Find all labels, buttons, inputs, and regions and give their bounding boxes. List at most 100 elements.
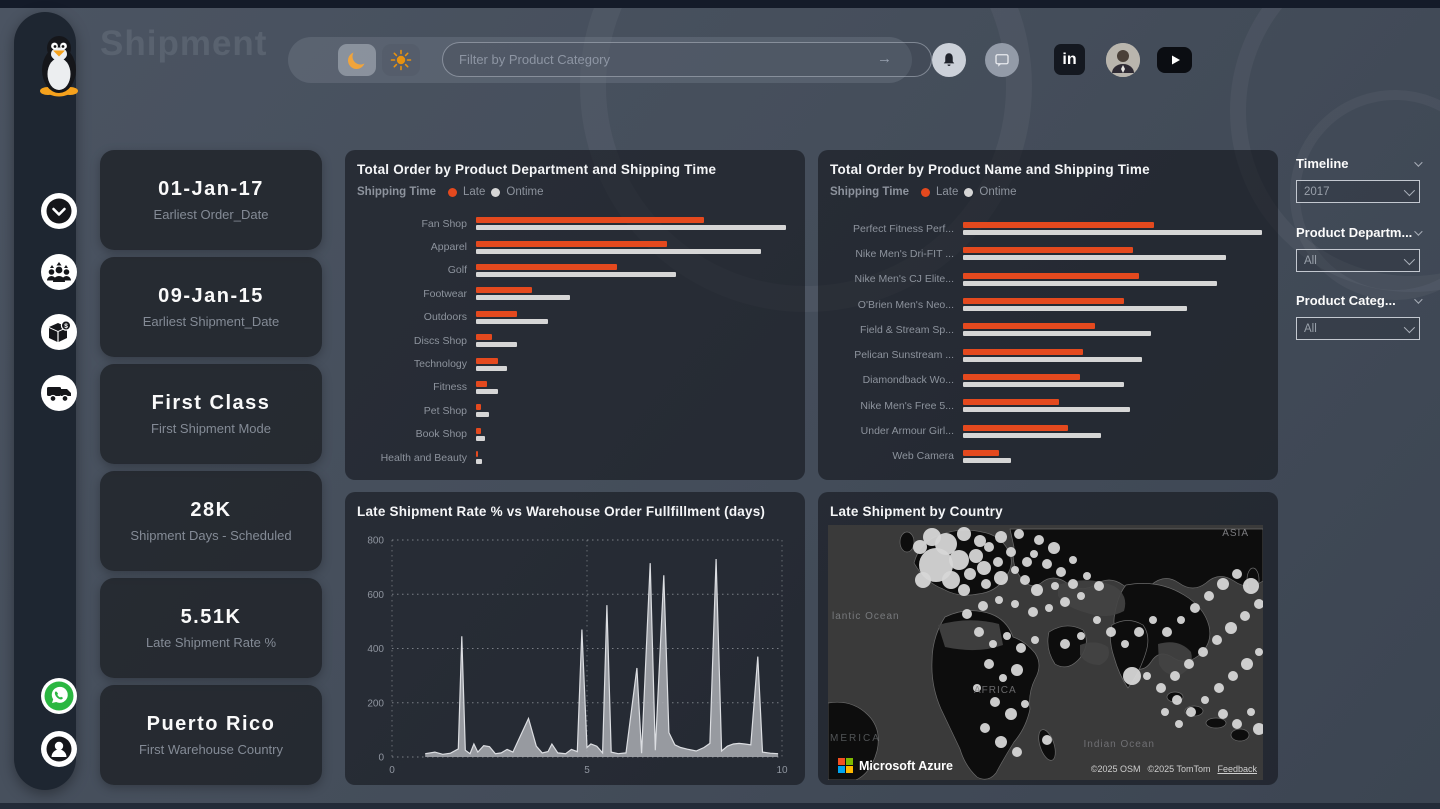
dark-mode-button[interactable] [338, 44, 376, 76]
late-bar[interactable] [476, 263, 617, 270]
late-bar[interactable] [963, 298, 1125, 305]
map-bubble[interactable] [1022, 557, 1032, 567]
world-map[interactable]: lantic Ocean ASIA AFRICA Indian Ocean ME… [828, 525, 1263, 780]
map-bubble[interactable] [1121, 640, 1129, 648]
map-bubble[interactable] [915, 572, 931, 588]
map-bubble[interactable] [1254, 599, 1263, 609]
ontime-bar[interactable] [963, 457, 1011, 463]
map-bubble[interactable] [1218, 709, 1228, 719]
ontime-bar[interactable] [963, 381, 1125, 387]
map-bubble[interactable] [1069, 556, 1077, 564]
map-bubble[interactable] [1093, 616, 1101, 624]
ontime-bar[interactable] [963, 230, 1262, 236]
map-bubble[interactable] [1011, 600, 1019, 608]
map-bubble[interactable] [1241, 658, 1253, 670]
map-bubble[interactable] [969, 549, 983, 563]
map-bubble[interactable] [995, 596, 1003, 604]
map-bubble[interactable] [984, 542, 994, 552]
map-bubble[interactable] [1028, 607, 1038, 617]
map-bubble[interactable] [962, 609, 972, 619]
map-bubble[interactable] [964, 568, 976, 580]
kpi-card-earliest-shipment-date[interactable]: 09-Jan-15 Earliest Shipment_Date [100, 257, 322, 357]
timeline-dropdown[interactable]: 2017 [1296, 180, 1420, 203]
map-bubble[interactable] [1240, 611, 1250, 621]
ontime-bar[interactable] [963, 306, 1188, 312]
map-bubble[interactable] [1186, 707, 1196, 717]
legend-item-ontime[interactable]: Ontime [979, 186, 1017, 198]
map-bubble[interactable] [1172, 695, 1182, 705]
map-bubble[interactable] [958, 584, 970, 596]
map-bubble[interactable] [1042, 559, 1052, 569]
ontime-bar[interactable] [476, 342, 517, 348]
kpi-card-first-shipment-mode[interactable]: First Class First Shipment Mode [100, 364, 322, 464]
map-bubble[interactable] [1077, 632, 1085, 640]
ontime-bar[interactable] [476, 365, 508, 371]
map-bubble[interactable] [1161, 708, 1169, 716]
ontime-bar[interactable] [963, 331, 1152, 337]
legend-item-ontime[interactable]: Ontime [506, 186, 544, 198]
ontime-bar[interactable] [476, 412, 489, 418]
map-bubble[interactable] [995, 531, 1007, 543]
youtube-button[interactable] [1157, 47, 1192, 73]
map-bubble[interactable] [1170, 671, 1180, 681]
ontime-bar[interactable] [963, 432, 1101, 438]
map-bubble[interactable] [978, 601, 988, 611]
map-bubble[interactable] [1068, 579, 1078, 589]
ontime-bar[interactable] [476, 388, 498, 394]
map-bubble[interactable] [1011, 566, 1019, 574]
late-bar[interactable] [476, 451, 479, 458]
map-bubble[interactable] [994, 571, 1008, 585]
late-bar[interactable] [476, 334, 492, 341]
azure-logo[interactable]: Microsoft Azure [838, 758, 953, 773]
search-input[interactable] [442, 42, 932, 77]
line-series[interactable] [425, 558, 779, 755]
map-bubble[interactable] [1034, 535, 1044, 545]
map-bubble[interactable] [949, 550, 969, 570]
ontime-bar[interactable] [476, 271, 677, 277]
products-button[interactable]: $ [41, 314, 77, 350]
map-bubble[interactable] [1048, 542, 1060, 554]
map-bubble[interactable] [1175, 720, 1183, 728]
map-bubble[interactable] [1190, 603, 1200, 613]
ontime-bar[interactable] [476, 248, 761, 254]
map-bubble[interactable] [1198, 647, 1208, 657]
late-bar[interactable] [963, 449, 999, 456]
map-bubble[interactable] [1014, 529, 1024, 539]
ontime-bar[interactable] [476, 225, 786, 231]
orders-chevron-button[interactable] [41, 193, 77, 229]
ontime-bar[interactable] [963, 255, 1227, 261]
map-bubble[interactable] [973, 684, 981, 692]
ontime-bar[interactable] [476, 295, 570, 301]
map-bubble[interactable] [1094, 581, 1104, 591]
map-bubble[interactable] [1031, 636, 1039, 644]
feedback-link[interactable]: Feedback [1217, 764, 1257, 774]
map-bubble[interactable] [974, 535, 986, 547]
notifications-button[interactable] [932, 43, 966, 77]
line-chart[interactable]: 0 200 400 600 800 0 5 10 [345, 525, 805, 783]
map-bubble[interactable] [1201, 696, 1209, 704]
map-bubble[interactable] [1042, 735, 1052, 745]
map-bubble[interactable] [1060, 597, 1070, 607]
ontime-bar[interactable] [963, 280, 1218, 286]
ontime-bar[interactable] [476, 459, 483, 465]
legend-item-late[interactable]: Late [463, 186, 486, 198]
map-bubble[interactable] [1255, 648, 1263, 656]
product-department-dropdown[interactable]: All [1296, 249, 1420, 272]
kpi-card-late-shipment-rate[interactable]: 5.51K Late Shipment Rate % [100, 578, 322, 678]
map-bubble[interactable] [1184, 659, 1194, 669]
map-bubble[interactable] [1217, 578, 1229, 590]
map-bubble[interactable] [1204, 591, 1214, 601]
map-bubble[interactable] [942, 571, 960, 589]
linkedin-button[interactable]: in [1054, 44, 1085, 75]
late-bar[interactable] [476, 217, 705, 224]
late-bar[interactable] [476, 380, 487, 387]
map-bubble[interactable] [957, 527, 971, 541]
map-bubble[interactable] [1020, 575, 1030, 585]
map-bubble[interactable] [1214, 683, 1224, 693]
map-bubble[interactable] [1228, 671, 1238, 681]
ontime-bar[interactable] [963, 356, 1143, 362]
whatsapp-button[interactable] [41, 678, 77, 714]
map-bubble[interactable] [984, 659, 994, 669]
map-bubble[interactable] [1212, 635, 1222, 645]
map-bubble[interactable] [1045, 604, 1053, 612]
